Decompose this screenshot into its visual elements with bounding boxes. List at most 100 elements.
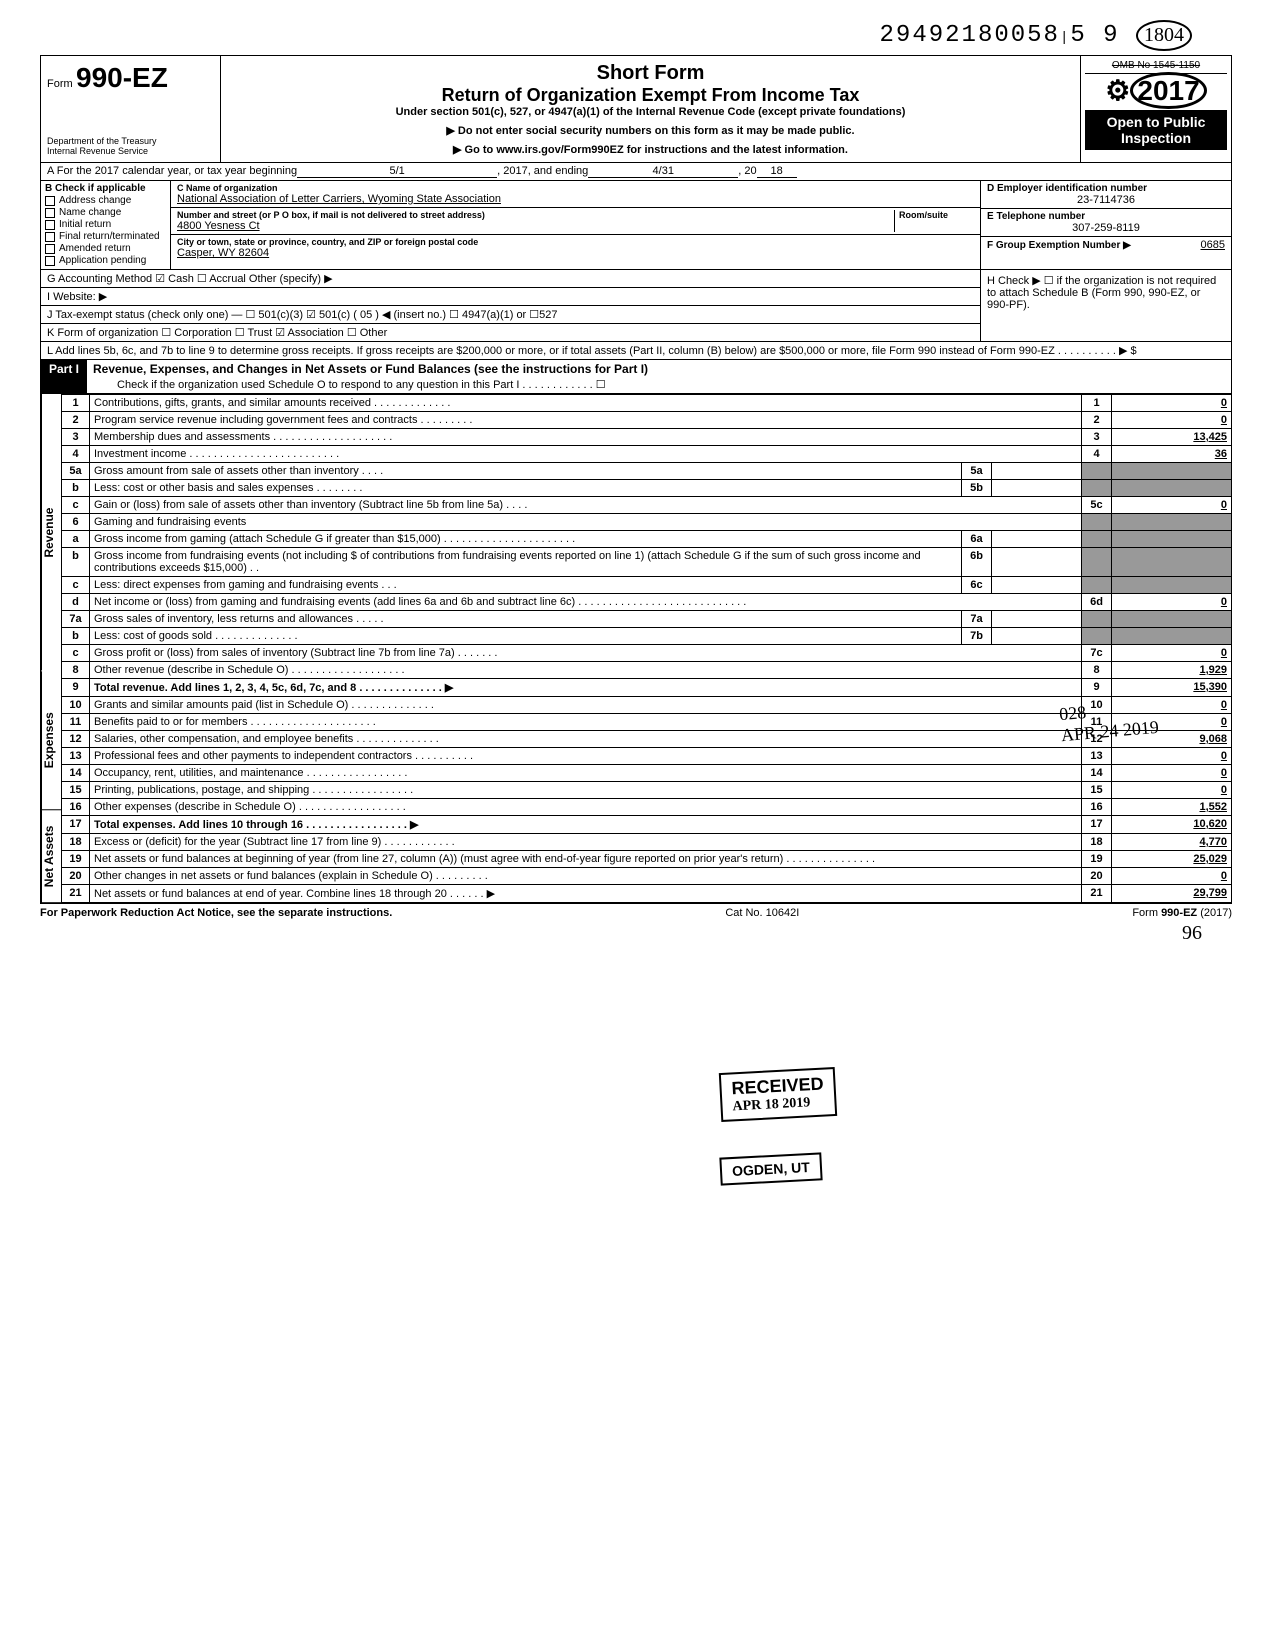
lbl-org-name: C Name of organization: [177, 183, 974, 193]
stamp-ogden: OGDEN, UT: [719, 1152, 822, 1185]
line-21: 21Net assets or fund balances at end of …: [62, 885, 1232, 903]
line-b: bGross income from fundraising events (n…: [62, 548, 1232, 577]
col-b-title: B Check if applicable: [45, 183, 166, 194]
lines-g-to-l: G Accounting Method ☑ Cash ☐ Accrual Oth…: [40, 270, 1232, 342]
doc-id-suffix: 5 9: [1070, 22, 1119, 49]
tax-year: ⚙2017: [1085, 74, 1227, 108]
form-header: Form 990-EZ Department of the Treasury I…: [40, 55, 1232, 163]
checkbox-address-change[interactable]: Address change: [45, 195, 166, 206]
line-10: 10Grants and similar amounts paid (list …: [62, 697, 1232, 714]
checkbox-name-change[interactable]: Name change: [45, 207, 166, 218]
line-2: 2Program service revenue including gover…: [62, 412, 1232, 429]
line-c: cLess: direct expenses from gaming and f…: [62, 577, 1232, 594]
line-3: 3Membership dues and assessments . . . .…: [62, 429, 1232, 446]
line-6: 6Gaming and fundraising events: [62, 514, 1232, 531]
line-20: 20Other changes in net assets or fund ba…: [62, 868, 1232, 885]
main-table: 1Contributions, gifts, grants, and simil…: [61, 394, 1232, 903]
tax-begin[interactable]: 5/1: [297, 165, 497, 178]
received-date: APR 18 2019: [732, 1095, 825, 1116]
line-a-mid: , 2017, and ending: [497, 165, 588, 178]
line-a-prefix: A For the 2017 calendar year, or tax yea…: [47, 165, 297, 178]
line-9: 9Total revenue. Add lines 1, 2, 3, 4, 5c…: [62, 679, 1232, 697]
part1-title: Revenue, Expenses, and Changes in Net As…: [87, 360, 1231, 378]
footer-left: For Paperwork Reduction Act Notice, see …: [40, 907, 392, 919]
line-a-suffix: , 20: [738, 165, 756, 178]
line-g[interactable]: G Accounting Method ☑ Cash ☐ Accrual Oth…: [41, 270, 980, 288]
col-b: B Check if applicable Address changeName…: [41, 181, 171, 269]
instruction-ssn: ▶ Do not enter social security numbers o…: [231, 124, 1070, 137]
line-k[interactable]: K Form of organization ☐ Corporation ☐ T…: [41, 324, 980, 341]
side-expenses: Expenses: [41, 671, 61, 810]
checkbox-final-return-terminated[interactable]: Final return/terminated: [45, 231, 166, 242]
org-name[interactable]: National Association of Letter Carriers,…: [177, 193, 974, 205]
form-page: 29492180058|5 9 1804 Form 990-EZ Departm…: [40, 20, 1232, 945]
ein[interactable]: 23-7114736: [987, 194, 1225, 206]
line-16: 16Other expenses (describe in Schedule O…: [62, 799, 1232, 816]
line-i[interactable]: I Website: ▶: [41, 288, 980, 306]
tax-end[interactable]: 4/31: [588, 165, 738, 178]
line-11: 11Benefits paid to or for members . . . …: [62, 714, 1232, 731]
phone[interactable]: 307-259-8119: [987, 222, 1225, 234]
form-number: 990-EZ: [76, 62, 168, 93]
title-short-form: Short Form: [231, 62, 1070, 85]
main-table-wrap: Revenue Expenses Net Assets 1Contributio…: [40, 394, 1232, 903]
line-b: bLess: cost of goods sold . . . . . . . …: [62, 628, 1232, 645]
checkbox-initial-return[interactable]: Initial return: [45, 219, 166, 230]
line-7a: 7aGross sales of inventory, less returns…: [62, 611, 1232, 628]
col-c: C Name of organization National Associat…: [171, 181, 981, 269]
lbl-room: Room/suite: [899, 210, 974, 220]
line-b: bLess: cost or other basis and sales exp…: [62, 480, 1232, 497]
treasury-dept: Department of the Treasury Internal Reve…: [47, 136, 214, 156]
lbl-street: Number and street (or P O box, if mail i…: [177, 210, 894, 220]
checkbox-application-pending[interactable]: Application pending: [45, 255, 166, 266]
open-public: Open to Public Inspection: [1085, 110, 1227, 150]
document-id: 29492180058|5 9 1804: [40, 20, 1232, 51]
group-exempt-no[interactable]: 0685: [1201, 239, 1225, 251]
page-number-hand: 96: [40, 922, 1232, 945]
col-de: D Employer identification number 23-7114…: [981, 181, 1231, 269]
line-a: A For the 2017 calendar year, or tax yea…: [40, 163, 1232, 181]
year-2017: 2017: [1130, 72, 1206, 109]
lbl-ein: D Employer identification number: [987, 183, 1225, 194]
lbl-city: City or town, state or province, country…: [177, 237, 974, 247]
line-c: cGain or (loss) from sale of assets othe…: [62, 497, 1232, 514]
org-info-grid: B Check if applicable Address changeName…: [40, 181, 1232, 270]
stamp-received: RECEIVED APR 18 2019: [719, 1067, 837, 1122]
line-l: L Add lines 5b, 6c, and 7b to line 9 to …: [40, 342, 1232, 360]
checkbox-amended-return[interactable]: Amended return: [45, 243, 166, 254]
instruction-url: ▶ Go to www.irs.gov/Form990EZ for instru…: [231, 143, 1070, 156]
footer: For Paperwork Reduction Act Notice, see …: [40, 903, 1232, 922]
stamp-028: 028 APR 24 2019: [1058, 696, 1159, 746]
subtitle: Under section 501(c), 527, or 4947(a)(1)…: [231, 106, 1070, 118]
line-1: 1Contributions, gifts, grants, and simil…: [62, 395, 1232, 412]
line-a: aGross income from gaming (attach Schedu…: [62, 531, 1232, 548]
side-revenue: Revenue: [41, 394, 61, 671]
title-return: Return of Organization Exempt From Incom…: [231, 85, 1070, 106]
line-13: 13Professional fees and other payments t…: [62, 748, 1232, 765]
line-15: 15Printing, publications, postage, and s…: [62, 782, 1232, 799]
line-4: 4Investment income . . . . . . . . . . .…: [62, 446, 1232, 463]
footer-cat: Cat No. 10642I: [725, 907, 799, 919]
line-5a: 5aGross amount from sale of assets other…: [62, 463, 1232, 480]
form-prefix: Form: [47, 78, 73, 90]
line-h[interactable]: H Check ▶ ☐ if the organization is not r…: [981, 270, 1231, 341]
line-19: 19Net assets or fund balances at beginni…: [62, 851, 1232, 868]
line-d: dNet income or (loss) from gaming and fu…: [62, 594, 1232, 611]
tax-end-yy[interactable]: 18: [757, 165, 797, 178]
line-j[interactable]: J Tax-exempt status (check only one) — ☐…: [41, 306, 980, 324]
org-street[interactable]: 4800 Yesness Ct: [177, 220, 894, 232]
org-city[interactable]: Casper, WY 82604: [177, 247, 974, 259]
footer-right: Form 990-EZ (2017): [1132, 907, 1232, 919]
doc-id-circled: 1804: [1136, 20, 1192, 51]
part1-label: Part I: [41, 360, 87, 393]
line-c: cGross profit or (loss) from sales of in…: [62, 645, 1232, 662]
part1-check[interactable]: Check if the organization used Schedule …: [87, 378, 1231, 393]
part1-header: Part I Revenue, Expenses, and Changes in…: [40, 360, 1232, 394]
line-8: 8Other revenue (describe in Schedule O) …: [62, 662, 1232, 679]
side-netassets: Net Assets: [41, 810, 61, 903]
line-14: 14Occupancy, rent, utilities, and mainte…: [62, 765, 1232, 782]
line-17: 17Total expenses. Add lines 10 through 1…: [62, 816, 1232, 834]
lbl-phone: E Telephone number: [987, 211, 1225, 222]
line-18: 18Excess or (deficit) for the year (Subt…: [62, 834, 1232, 851]
doc-id-main: 29492180058: [880, 22, 1060, 49]
